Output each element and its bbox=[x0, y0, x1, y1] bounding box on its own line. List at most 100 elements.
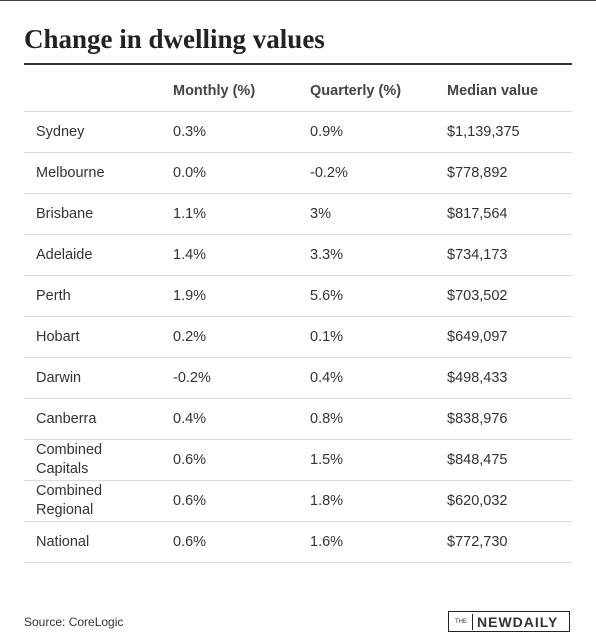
table-cell: Melbourne bbox=[24, 152, 161, 194]
cell-text: 0.4% bbox=[310, 369, 344, 386]
cell-text: 0.6% bbox=[173, 533, 207, 550]
cell-text: 1.9% bbox=[173, 287, 207, 304]
logo-prefix: THE bbox=[455, 618, 467, 625]
cell-text: 1.6% bbox=[310, 533, 344, 550]
region: Adelaide bbox=[36, 246, 93, 263]
table-cell: 0.8% bbox=[298, 398, 435, 440]
table-cell: 5.6% bbox=[298, 275, 435, 317]
cell-text: $498,433 bbox=[447, 369, 508, 386]
top-line bbox=[0, 0, 596, 1]
table-cell: 0.1% bbox=[298, 316, 435, 358]
cell-text: 0.3% bbox=[173, 123, 207, 140]
table-cell: $848,475 bbox=[435, 439, 572, 481]
cell-text: $778,892 bbox=[447, 164, 508, 181]
cell-text: 1.5% bbox=[310, 451, 344, 468]
table-cell: $1,139,375 bbox=[435, 111, 572, 153]
table-cell: Combined Capitals bbox=[24, 439, 161, 481]
cell-text: 5.6% bbox=[310, 287, 344, 304]
table-cell: $772,730 bbox=[435, 521, 572, 563]
table-body: Sydney 0.3% 0.9% $1,139,375 Melbourne 0.0% -0.… bbox=[24, 111, 572, 563]
cell-text: $772,730 bbox=[447, 533, 508, 550]
title: Change in dwelling values bbox=[24, 24, 325, 54]
cell-text: 0.6% bbox=[173, 492, 207, 509]
table-row: Combined Capitals 0.6% 1.5% $848,475 bbox=[24, 439, 572, 481]
header-row: Monthly (%) Quarterly (%) Median value bbox=[24, 70, 572, 112]
table-cell: 0.6% bbox=[161, 439, 298, 481]
table-cell: National bbox=[24, 521, 161, 563]
table-row: Canberra 0.4% 0.8% $838,976 bbox=[24, 398, 572, 440]
region: Hobart bbox=[36, 328, 80, 345]
table-cell: $703,502 bbox=[435, 275, 572, 317]
header-cell: Monthly (%) bbox=[161, 70, 298, 112]
table-cell: 0.2% bbox=[161, 316, 298, 358]
cell-text: $620,032 bbox=[447, 492, 508, 509]
header-cell: Median value bbox=[435, 70, 572, 112]
table-cell: $817,564 bbox=[435, 193, 572, 235]
region: Melbourne bbox=[36, 164, 105, 181]
table-row: Adelaide 1.4% 3.3% $734,173 bbox=[24, 234, 572, 276]
header-cell bbox=[24, 70, 161, 112]
cell-text: $649,097 bbox=[447, 328, 508, 345]
table-cell: $778,892 bbox=[435, 152, 572, 194]
table: Monthly (%) Quarterly (%) Median value S… bbox=[24, 70, 572, 563]
table-cell: -0.2% bbox=[161, 357, 298, 399]
table-cell: 1.4% bbox=[161, 234, 298, 276]
table-row: Combined Regional 0.6% 1.8% $620,032 bbox=[24, 480, 572, 522]
cell-text: -0.2% bbox=[173, 369, 211, 386]
table-cell: Adelaide bbox=[24, 234, 161, 276]
table-cell: Canberra bbox=[24, 398, 161, 440]
table-cell: Hobart bbox=[24, 316, 161, 358]
cell-text: 0.6% bbox=[173, 451, 207, 468]
cell-text: 0.4% bbox=[173, 410, 207, 427]
table-row: Hobart 0.2% 0.1% $649,097 bbox=[24, 316, 572, 358]
table-row: National 0.6% 1.6% $772,730 bbox=[24, 521, 572, 563]
cell-text: 0.8% bbox=[310, 410, 344, 427]
region: Brisbane bbox=[36, 205, 94, 222]
cell-text: $817,564 bbox=[447, 205, 508, 222]
region: National bbox=[36, 533, 90, 550]
cell-text: 1.1% bbox=[173, 205, 207, 222]
table-cell: 0.6% bbox=[161, 521, 298, 563]
table-cell: 3% bbox=[298, 193, 435, 235]
table-cell: Sydney bbox=[24, 111, 161, 153]
table-cell: 0.4% bbox=[161, 398, 298, 440]
region: Darwin bbox=[36, 369, 82, 386]
table-cell: 0.0% bbox=[161, 152, 298, 194]
table-row: Melbourne 0.0% -0.2% $778,892 bbox=[24, 152, 572, 194]
cell-text: 3.3% bbox=[310, 246, 344, 263]
table-cell: $734,173 bbox=[435, 234, 572, 276]
cell-text: $1,139,375 bbox=[447, 123, 520, 140]
table-row: Brisbane 1.1% 3% $817,564 bbox=[24, 193, 572, 235]
table-cell: 1.9% bbox=[161, 275, 298, 317]
cell-text: $703,502 bbox=[447, 287, 508, 304]
table-cell: 1.1% bbox=[161, 193, 298, 235]
cell-text: 1.4% bbox=[173, 246, 207, 263]
table-cell: $620,032 bbox=[435, 480, 572, 522]
region: Combined Capitals bbox=[36, 442, 103, 477]
region: Perth bbox=[36, 287, 71, 304]
table-cell: Perth bbox=[24, 275, 161, 317]
table-cell: Darwin bbox=[24, 357, 161, 399]
table-cell: 0.3% bbox=[161, 111, 298, 153]
table-cell: 0.4% bbox=[298, 357, 435, 399]
cell-text: 0.1% bbox=[310, 328, 344, 345]
region: Canberra bbox=[36, 410, 97, 427]
logo: THE NEWDAILY bbox=[448, 611, 570, 632]
source: Source: CoreLogic bbox=[24, 615, 124, 629]
table-row: Sydney 0.3% 0.9% $1,139,375 bbox=[24, 111, 572, 153]
table-row: Perth 1.9% 5.6% $703,502 bbox=[24, 275, 572, 317]
cell-text: $848,475 bbox=[447, 451, 508, 468]
cell-text: 1.8% bbox=[310, 492, 344, 509]
table-cell: Brisbane bbox=[24, 193, 161, 235]
cell-text: 0.9% bbox=[310, 123, 344, 140]
table-cell: $838,976 bbox=[435, 398, 572, 440]
header-cell: Quarterly (%) bbox=[298, 70, 435, 112]
cell-text: $838,976 bbox=[447, 410, 508, 427]
table-cell: 1.5% bbox=[298, 439, 435, 481]
region: Sydney bbox=[36, 123, 85, 140]
region: Combined Regional bbox=[36, 483, 103, 518]
table-row: Darwin -0.2% 0.4% $498,433 bbox=[24, 357, 572, 399]
cell-text: 3% bbox=[310, 205, 331, 222]
logo-name: NEWDAILY bbox=[472, 613, 558, 630]
